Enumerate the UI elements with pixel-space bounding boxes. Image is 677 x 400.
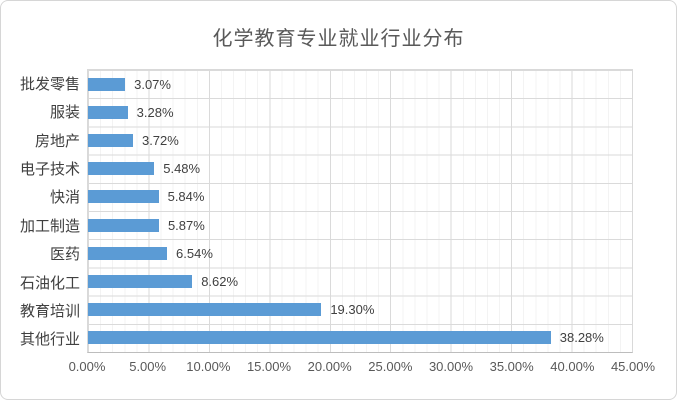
category-label: 石油化工	[19, 274, 80, 292]
category-label: 教育培训	[19, 302, 80, 320]
data-label: 19.30%	[330, 302, 375, 318]
data-label: 3.28%	[136, 104, 174, 120]
chart-title: 化学教育专业就业行业分布	[212, 28, 465, 50]
x-tick-label: 20.00%	[307, 359, 352, 374]
data-label: 3.72%	[141, 133, 179, 148]
category-label: 快消	[49, 189, 80, 207]
x-tick-label: 5.00%	[129, 359, 167, 374]
category-axis: 批发零售服装房地产电子技术快消加工制造医药石油化工教育培训其他行业	[1, 69, 80, 353]
bar-row: 8.62%	[88, 267, 632, 295]
category-label: 医药	[49, 246, 80, 264]
category-label: 电子技术	[19, 160, 80, 178]
data-label: 38.28%	[559, 330, 604, 346]
bar-row: 5.48%	[88, 155, 632, 183]
bar-series: 3.07% 3.28% 3.72% 5.48% 5.84% 5.87% 6.54% 8.62%…	[88, 70, 632, 352]
x-tick-label: 35.00%	[489, 359, 534, 374]
category-label: 批发零售	[19, 75, 80, 93]
category-label: 其他行业	[19, 331, 80, 349]
bar-row: 19.30%	[88, 296, 632, 324]
category-label: 加工制造	[19, 217, 80, 235]
x-tick-label: 0.00%	[68, 359, 106, 374]
data-label: 5.87%	[167, 217, 205, 233]
bar[interactable]	[88, 162, 155, 176]
bar[interactable]	[88, 331, 551, 345]
bar-row: 6.54%	[88, 239, 632, 267]
bar-row: 38.28%	[88, 324, 632, 352]
x-tick-label: 40.00%	[550, 359, 595, 374]
data-label: 6.54%	[176, 245, 213, 261]
x-tick-label: 25.00%	[368, 359, 413, 374]
bar[interactable]	[88, 246, 168, 260]
bar-row: 3.28%	[88, 98, 632, 126]
bar[interactable]	[88, 303, 322, 317]
x-tick-label: 30.00%	[428, 359, 474, 374]
bar-row: 3.07%	[88, 70, 632, 98]
plot-area: 3.07% 3.28% 3.72% 5.48% 5.84% 5.87% 6.54% 8.62%…	[87, 69, 633, 353]
bar[interactable]	[88, 134, 133, 147]
bar-row: 5.87%	[88, 211, 632, 239]
bar[interactable]	[88, 190, 159, 204]
category-label: 房地产	[34, 132, 80, 150]
data-label: 8.62%	[201, 274, 239, 290]
bar-row: 3.72%	[88, 126, 632, 154]
bar-row: 5.84%	[88, 183, 632, 211]
value-axis: 0.00% 5.00% 10.00% 15.00% 20.00% 25.00% 30.00%…	[69, 359, 655, 377]
category-label: 服装	[49, 104, 80, 122]
data-label: 5.84%	[167, 189, 205, 205]
data-label: 5.48%	[163, 161, 201, 177]
bar[interactable]	[88, 77, 126, 91]
bar[interactable]	[88, 218, 159, 232]
x-tick-label: 10.00%	[186, 359, 231, 374]
x-tick-label: 15.00%	[246, 359, 292, 374]
bar[interactable]	[88, 275, 193, 289]
x-tick-label: 45.00%	[610, 359, 656, 374]
bar[interactable]	[88, 105, 128, 119]
data-label: 3.07%	[134, 76, 171, 92]
